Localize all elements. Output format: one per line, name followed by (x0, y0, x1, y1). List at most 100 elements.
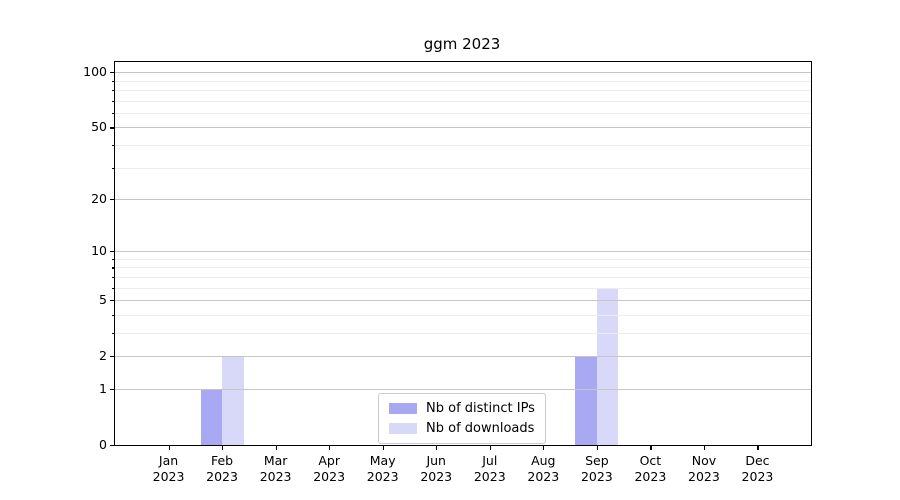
gridline-minor (115, 277, 811, 278)
x-tick-month: Nov (691, 453, 717, 468)
y-tick-mark-minor (112, 287, 115, 289)
gridline-major (115, 300, 811, 302)
x-tick-month: Jun (426, 453, 446, 468)
chart-title: ggm 2023 (423, 35, 501, 53)
gridline-minor (115, 167, 811, 169)
x-tick-year: 2023 (313, 469, 346, 484)
x-tick-month: Feb (210, 453, 234, 468)
x-tick-month: Jul (482, 453, 498, 468)
gridline-minor (115, 144, 811, 146)
y-tick-label: 5 (99, 292, 107, 308)
y-tick-mark-minor (112, 100, 115, 102)
x-tick-year: 2023 (420, 469, 453, 484)
gridline-major (115, 199, 811, 201)
legend-item-downloads: Nb of downloads (389, 421, 535, 436)
bar-distinct-ips (200, 389, 223, 445)
legend-swatch-downloads-icon (389, 423, 417, 434)
x-tick-year: 2023 (741, 469, 774, 484)
gridline-minor (115, 314, 811, 316)
y-tick-label: 10 (91, 243, 107, 259)
x-tick-year: 2023 (259, 469, 292, 484)
y-tick-label: 100 (83, 64, 107, 80)
x-tick-label: Feb 2023 (192, 453, 252, 485)
x-tick-mark (543, 445, 545, 450)
bar-downloads (222, 356, 244, 445)
x-tick-mark (757, 445, 759, 450)
x-tick-mark (596, 445, 599, 450)
gridline-minor (115, 100, 811, 102)
gridline-minor (115, 89, 811, 91)
x-tick-label: Apr 2023 (299, 453, 359, 485)
y-tick-mark-minor (112, 267, 115, 269)
bar-downloads (596, 287, 619, 445)
plot-area: Nb of distinct IPs Nb of downloads 0 1 2 5 1… (83, 61, 812, 484)
x-tick-mark (650, 445, 652, 450)
y-tick-mark (110, 389, 115, 391)
y-tick-mark-minor (112, 112, 115, 115)
x-tick-label: Aug 2023 (513, 453, 573, 485)
x-tick-mark (168, 445, 170, 450)
x-tick-month: Aug (531, 453, 556, 468)
x-tick-mark (222, 445, 224, 450)
y-tick-mark (110, 127, 115, 129)
legend: Nb of distinct IPs Nb of downloads (378, 393, 546, 444)
gridline-major (115, 72, 811, 74)
x-tick-year: 2023 (580, 469, 613, 484)
legend-label-downloads: Nb of downloads (426, 421, 535, 436)
x-tick-label: Jul 2023 (460, 453, 520, 485)
x-tick-month: May (369, 453, 396, 468)
gridline-minor (115, 258, 811, 260)
x-tick-month: Mar (263, 453, 288, 468)
y-tick-label: 20 (91, 191, 107, 207)
x-tick-label: Nov 2023 (674, 453, 734, 485)
x-tick-label: Oct 2023 (620, 453, 680, 485)
legend-swatch-distinct-ips-icon (389, 403, 417, 414)
gridline-minor (115, 287, 811, 289)
x-tick-month: Apr (318, 453, 340, 468)
y-tick-mark-minor (112, 277, 115, 279)
legend-item-distinct-ips: Nb of distinct IPs (389, 401, 535, 416)
y-tick-mark (110, 300, 115, 302)
gridline-major (115, 127, 811, 129)
y-tick-mark-minor (112, 80, 115, 82)
y-tick-mark (110, 356, 115, 358)
gridline-minor (115, 333, 811, 334)
gridline-minor (115, 112, 811, 114)
x-tick-year: 2023 (527, 469, 560, 484)
x-tick-month: Jan (158, 453, 179, 468)
x-tick-year: 2023 (688, 469, 720, 484)
x-tick-month: Sep (585, 453, 609, 468)
y-tick-mark-minor (112, 314, 115, 317)
y-tick-mark-minor (112, 167, 115, 169)
x-tick-label: Dec 2023 (727, 453, 787, 485)
x-tick-mark (489, 445, 491, 450)
x-tick-month: Dec (745, 453, 770, 468)
x-tick-mark (275, 445, 277, 450)
x-tick-label: May 2023 (353, 453, 413, 485)
x-tick-mark (436, 445, 438, 450)
gridline-major (115, 251, 811, 253)
y-tick-mark-minor (112, 333, 115, 335)
x-tick-year: 2023 (152, 469, 185, 484)
y-tick-label: 1 (99, 381, 107, 396)
x-tick-year: 2023 (366, 469, 399, 484)
y-tick-mark-minor (112, 89, 115, 92)
y-tick-mark (110, 72, 115, 74)
x-tick-mark (703, 445, 706, 450)
y-tick-mark (110, 199, 115, 201)
y-tick-label: 2 (99, 348, 107, 364)
x-tick-year: 2023 (634, 469, 667, 484)
x-tick-label: Sep 2023 (567, 453, 627, 485)
gridline-minor (115, 80, 811, 82)
bar-distinct-ips (575, 356, 597, 445)
x-tick-year: 2023 (473, 469, 506, 484)
x-tick-month: Oct (639, 453, 662, 468)
y-tick-mark (110, 251, 115, 253)
x-tick-label: Jun 2023 (406, 453, 466, 485)
x-tick-mark (382, 445, 384, 450)
x-tick-label: Mar 2023 (246, 453, 306, 485)
x-tick-label: Jan 2023 (139, 453, 199, 485)
gridline-minor (115, 267, 811, 269)
y-tick-mark-minor (112, 144, 115, 147)
y-tick-mark-minor (112, 258, 115, 261)
